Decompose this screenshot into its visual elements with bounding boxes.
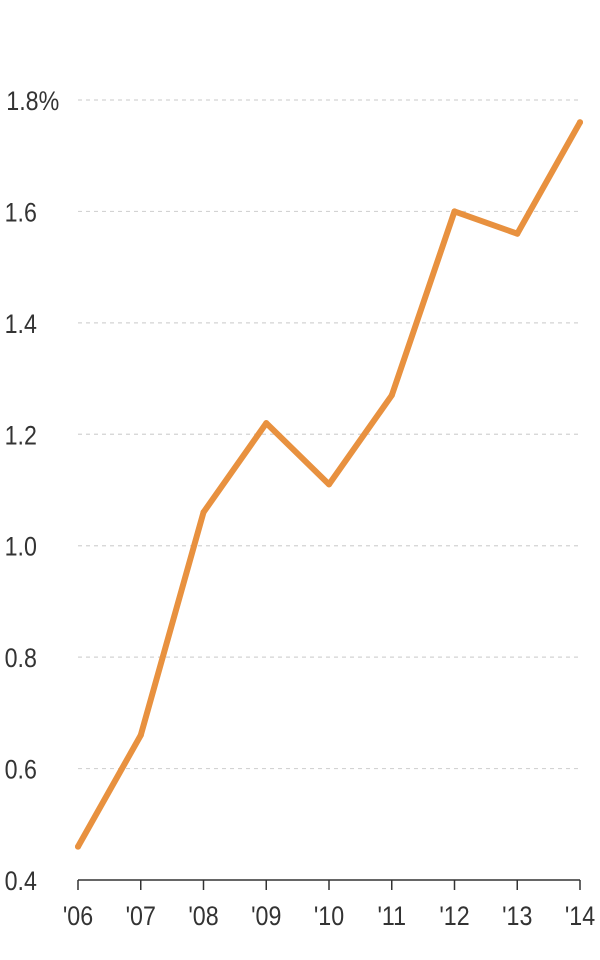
data-point: [388, 392, 395, 399]
y-tick-label: 1.6: [5, 198, 37, 228]
data-point: [200, 509, 207, 516]
series-layer: [75, 119, 583, 850]
y-tick-label: 1.8%: [6, 86, 59, 116]
y-tick-label: 0.8: [5, 644, 37, 674]
y-tick-label: 0.6: [5, 755, 37, 785]
y-tick-label: 1.4: [5, 309, 37, 339]
data-point: [263, 420, 270, 427]
data-point: [137, 732, 144, 739]
data-point: [577, 119, 583, 126]
y-tick-label: 1.0: [5, 532, 37, 562]
x-tick-label: '12: [439, 901, 469, 931]
gridlines: [78, 99, 580, 770]
x-tick-label: '14: [565, 901, 595, 931]
x-tick-label: '13: [502, 901, 532, 931]
y-tick-label: 0.4: [5, 866, 37, 896]
y-tick-label: 1.2: [5, 421, 37, 451]
data-point: [75, 843, 81, 850]
data-point: [451, 208, 458, 215]
y-axis-tick-labels: 1.8% 1.6 1.4 1.2 1.0 0.8 0.6 0.4: [5, 86, 60, 896]
x-tick-label: '08: [188, 901, 218, 931]
data-point: [514, 230, 521, 237]
x-tick-label: '09: [251, 901, 281, 931]
data-point: [326, 481, 332, 488]
x-tick-label: '10: [314, 901, 344, 931]
x-tick-label: '11: [377, 901, 406, 931]
x-tick-label: '07: [126, 901, 156, 931]
x-axis: '06 '07 '08 '09 '10 '11 '12 '13 '14: [63, 879, 595, 931]
x-tick-label: '06: [63, 901, 93, 931]
